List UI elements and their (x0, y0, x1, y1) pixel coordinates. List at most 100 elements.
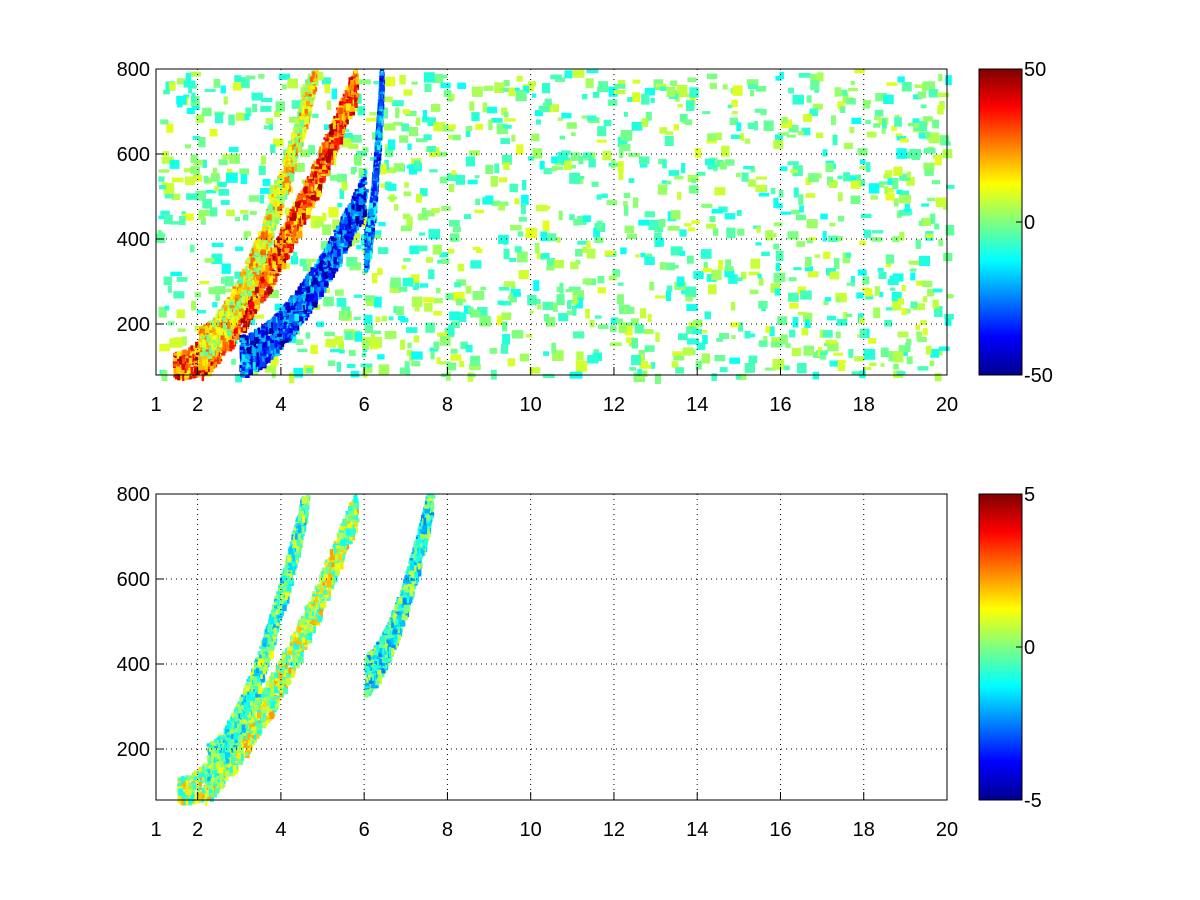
heatmap-cell (797, 286, 807, 295)
heatmap-cell (601, 193, 608, 199)
heatmap-cell (529, 367, 541, 374)
heatmap-cell (934, 223, 940, 230)
heatmap-cell (661, 180, 668, 184)
heatmap-cell (433, 121, 446, 132)
heatmap-cell (304, 182, 310, 188)
heatmap-cell (440, 335, 451, 346)
heatmap-cell (291, 224, 295, 232)
heatmap-cell (945, 224, 955, 236)
heatmap-cell (328, 253, 332, 257)
heatmap-cell (343, 329, 355, 333)
heatmap-cell (264, 265, 269, 273)
heatmap-cell (285, 228, 290, 235)
heatmap-cell (257, 355, 262, 363)
heatmap-cell (294, 313, 299, 322)
heatmap-cell (254, 329, 258, 337)
heatmap-cell (312, 277, 318, 285)
heatmap-cell (166, 123, 174, 133)
heatmap-cell (206, 359, 211, 367)
heatmap-cell (538, 105, 550, 112)
heatmap-cell (316, 158, 319, 165)
heatmap-cell (297, 302, 302, 307)
heatmap-cell (349, 84, 354, 91)
heatmap-cell (906, 356, 913, 365)
heatmap-cell (250, 338, 255, 346)
heatmap-cell (311, 81, 314, 86)
heatmap-cell (527, 295, 537, 306)
heatmap-cell (270, 354, 279, 366)
heatmap-cell (533, 280, 540, 292)
heatmap-cell (781, 117, 788, 124)
heatmap-cell (194, 325, 203, 332)
heatmap-cell (896, 189, 903, 195)
heatmap-cell (288, 301, 292, 310)
heatmap-cell (224, 276, 234, 287)
heatmap-cell (885, 254, 895, 264)
heatmap-cell (740, 271, 747, 280)
heatmap-cell (310, 344, 318, 354)
heatmap-cell (220, 85, 226, 94)
heatmap-cell (916, 331, 922, 339)
heatmap-cell (614, 84, 626, 89)
heatmap-cell (356, 223, 359, 226)
heatmap-cell (310, 267, 315, 274)
heatmap-cell (403, 89, 413, 96)
heatmap-cell (688, 227, 695, 232)
heatmap-cell (299, 321, 302, 327)
heatmap-cell (408, 350, 414, 362)
heatmap-cell (173, 337, 183, 348)
heatmap-cell (330, 348, 341, 353)
heatmap-cell (788, 87, 795, 94)
heatmap-cell (212, 364, 216, 369)
heatmap-cell (510, 289, 521, 294)
heatmap-cell (521, 194, 529, 205)
heatmap-cell (838, 215, 844, 222)
heatmap-cell (934, 373, 942, 382)
heatmap-cell (347, 90, 351, 97)
heatmap-cell (557, 117, 563, 121)
heatmap-cell (223, 96, 228, 105)
heatmap-cell (235, 374, 242, 383)
heatmap-cell (189, 352, 193, 356)
heatmap-cell (252, 348, 256, 356)
heatmap-cell (340, 244, 344, 247)
heatmap-cell (354, 83, 360, 90)
heatmap-cell (259, 188, 272, 194)
heatmap-cell (338, 234, 341, 238)
heatmap-cell (465, 344, 473, 353)
heatmap-cell (191, 371, 194, 375)
heatmap-cell (559, 135, 565, 140)
heatmap-cell (209, 129, 218, 137)
heatmap-cell (240, 209, 249, 214)
heatmap-cell (334, 124, 339, 127)
heatmap-cell (909, 268, 917, 272)
heatmap-cell (234, 75, 242, 83)
heatmap-cell (346, 119, 349, 125)
heatmap-cell (305, 367, 313, 374)
heatmap-cell (180, 373, 183, 378)
heatmap-cell (306, 309, 311, 312)
heatmap-cell (246, 306, 252, 309)
heatmap-cell (623, 205, 629, 216)
heatmap-cell (323, 296, 334, 307)
heatmap-cell (348, 209, 352, 217)
heatmap-cell (848, 87, 858, 92)
heatmap-cell (797, 311, 807, 316)
heatmap-cell (287, 78, 298, 89)
heatmap-cell (542, 83, 551, 94)
heatmap-cell (655, 295, 666, 299)
heatmap-cell (351, 206, 355, 213)
heatmap-cell (719, 333, 729, 339)
heatmap-cell (262, 263, 266, 271)
heatmap-cell (924, 168, 934, 176)
heatmap-cell (308, 176, 313, 180)
heatmap-cell (796, 214, 806, 221)
heatmap-cell (459, 312, 467, 322)
heatmap-cell (586, 248, 596, 259)
heatmap-cell (502, 321, 508, 332)
heatmap-cell (437, 259, 444, 264)
heatmap-cell (289, 333, 293, 339)
heatmap-cell (353, 294, 363, 298)
heatmap-cell (275, 336, 280, 341)
heatmap-cell (935, 197, 947, 208)
